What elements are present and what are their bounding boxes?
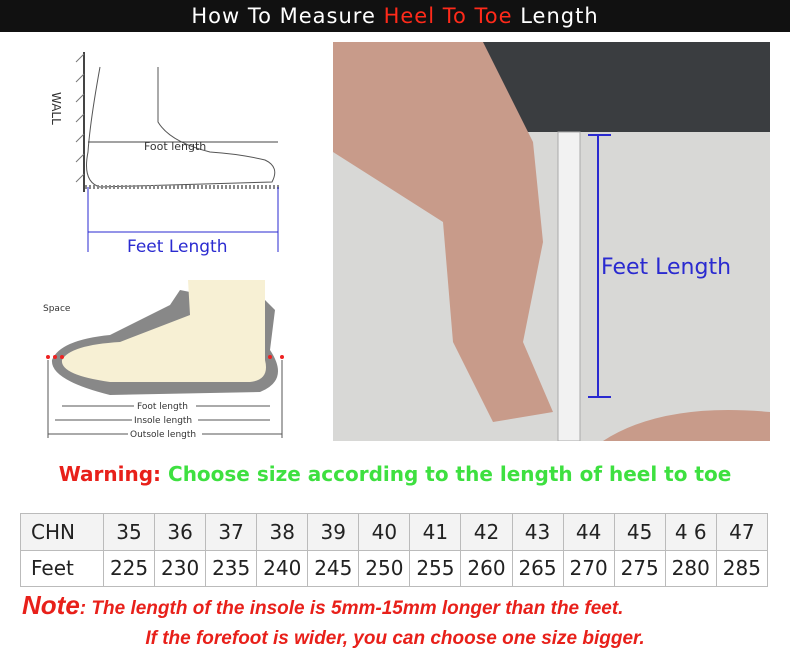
table-cell: 4 6 bbox=[664, 513, 717, 551]
table-cell: 225 bbox=[102, 549, 156, 587]
foot-measure-photo: Feet Length bbox=[333, 42, 770, 441]
size-table: CHN 35 36 37 38 39 40 41 42 43 44 45 4 6 47 Feet 225 23… bbox=[20, 513, 769, 587]
table-cell: 260 bbox=[460, 549, 513, 587]
row-label: CHN bbox=[20, 513, 104, 551]
note-line2: If the forefoot is wider, you can choose… bbox=[145, 628, 645, 649]
table-cell: 37 bbox=[205, 513, 258, 551]
table-cell: 285 bbox=[715, 549, 769, 587]
photo-feet-length-label: Feet Length bbox=[601, 255, 731, 280]
table-cell: 265 bbox=[511, 549, 564, 587]
svg-text:Insole length: Insole length bbox=[134, 416, 192, 426]
table-cell: 36 bbox=[154, 513, 207, 551]
table-cell: 47 bbox=[715, 513, 769, 551]
table-cell: 275 bbox=[613, 549, 666, 587]
table-cell: 40 bbox=[358, 513, 411, 551]
table-cell: 39 bbox=[307, 513, 360, 551]
svg-text:Outsole length: Outsole length bbox=[130, 430, 196, 440]
wall-label: WALL bbox=[49, 92, 63, 125]
warning-text: Warning: Choose size according to the le… bbox=[58, 462, 732, 486]
row-label: Feet bbox=[20, 549, 104, 587]
svg-text:Space: Space bbox=[43, 304, 71, 314]
shoe-length-diagram: Space Foot length Insole length Outsole … bbox=[43, 280, 284, 440]
table-cell: 250 bbox=[358, 549, 411, 587]
table-cell: 42 bbox=[460, 513, 513, 551]
table-cell: 230 bbox=[154, 549, 207, 587]
table-cell: 44 bbox=[562, 513, 615, 551]
table-cell: 45 bbox=[613, 513, 666, 551]
table-cell: 43 bbox=[511, 513, 564, 551]
table-row: CHN 35 36 37 38 39 40 41 42 43 44 45 4 6 47 bbox=[20, 513, 769, 551]
table-row: Feet 225 230 235 240 245 250 255 260 265 270 275 280… bbox=[20, 549, 769, 587]
table-cell: 280 bbox=[664, 549, 717, 587]
wall-foot-diagram: WALL Foot length Feet Length bbox=[49, 52, 280, 257]
table-cell: 245 bbox=[307, 549, 360, 587]
page-title: How To Measure Heel To Toe Length bbox=[0, 0, 790, 32]
feet-length-label: Feet Length bbox=[127, 237, 227, 257]
table-cell: 240 bbox=[256, 549, 309, 587]
table-cell: 41 bbox=[409, 513, 462, 551]
table-cell: 38 bbox=[256, 513, 309, 551]
table-cell: 235 bbox=[205, 549, 258, 587]
table-cell: 270 bbox=[562, 549, 615, 587]
table-cell: 35 bbox=[102, 513, 156, 551]
note-text: Note: The length of the insole is 5mm-15… bbox=[22, 590, 624, 620]
foot-length-label: Foot length bbox=[144, 140, 206, 153]
svg-text:Foot length: Foot length bbox=[137, 402, 188, 412]
table-cell: 255 bbox=[409, 549, 462, 587]
